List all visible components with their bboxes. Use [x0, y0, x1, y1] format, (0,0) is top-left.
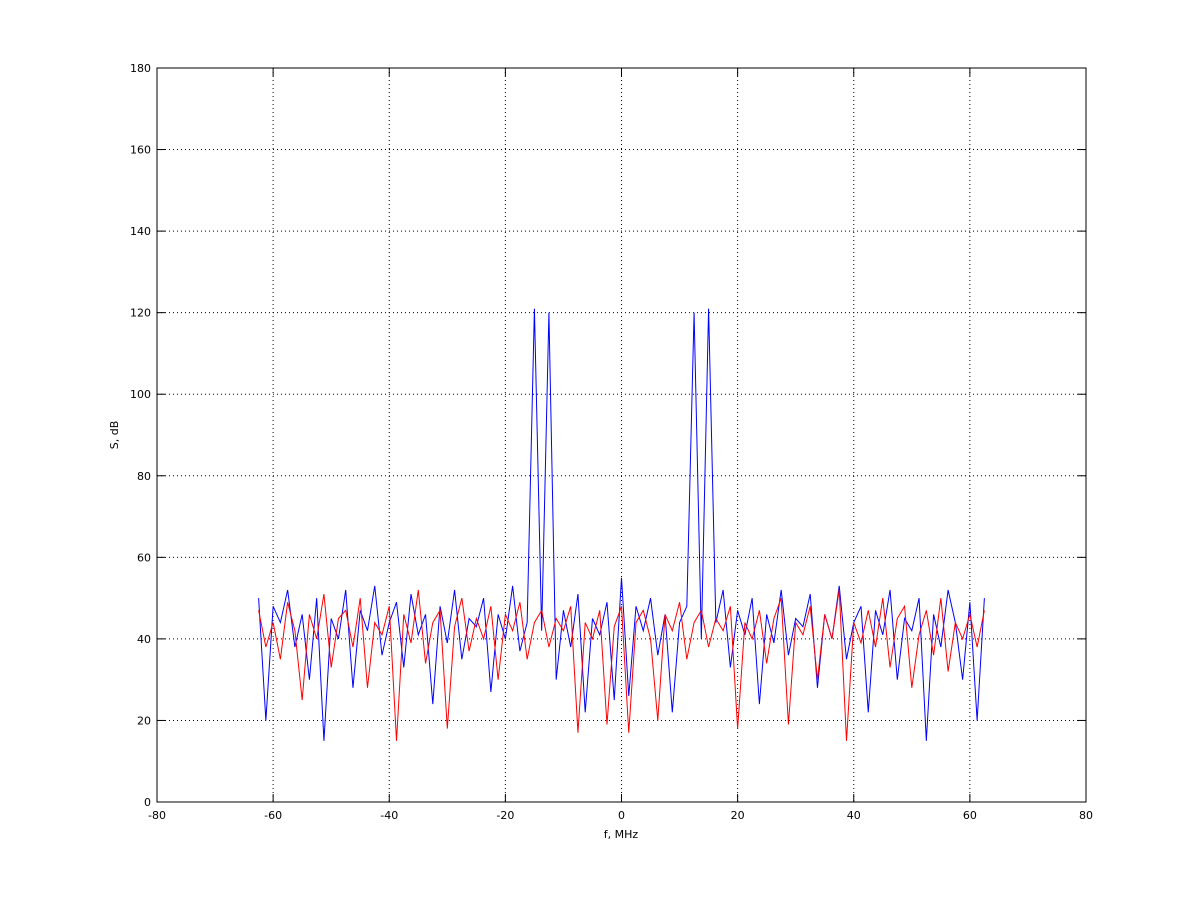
y-tick-label: 60: [137, 551, 151, 564]
plot-frame: [156, 67, 1087, 803]
x-tick-label: 40: [847, 809, 861, 822]
x-axis-label: f, MHz: [604, 828, 639, 841]
x-tick-label: -20: [496, 809, 514, 822]
y-tick-label: 160: [130, 144, 151, 157]
y-tick-label: 0: [144, 796, 151, 809]
y-tick-label: 120: [130, 307, 151, 320]
y-axis-label: S, dB: [108, 421, 121, 450]
x-tick-label: 60: [963, 809, 977, 822]
y-tick-label: 40: [137, 633, 151, 646]
x-tick-label: 80: [1079, 809, 1093, 822]
y-tick-label: 140: [130, 225, 151, 238]
y-tick-label: 20: [137, 714, 151, 727]
series-line: [258, 589, 985, 741]
series-line: [258, 308, 985, 741]
y-tick-label: 80: [137, 470, 151, 483]
x-tick-label: -40: [380, 809, 398, 822]
y-tick-label: 180: [130, 62, 151, 75]
x-tick-label: -60: [264, 809, 282, 822]
x-tick-label: 0: [618, 809, 625, 822]
x-tick-label: -80: [148, 809, 166, 822]
x-tick-label: 20: [731, 809, 745, 822]
y-tick-label: 100: [130, 388, 151, 401]
